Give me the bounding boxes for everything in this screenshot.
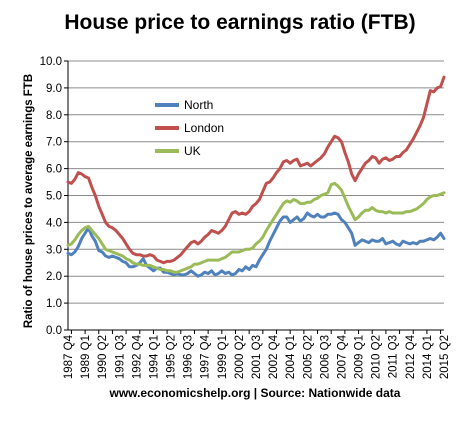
x-tick-label: 1987 Q4 [63,334,75,379]
x-tick-label: 1991 Q3 [114,335,126,379]
legend-label-london: London [184,121,224,135]
x-tick-label: 1989 Q1 [80,335,92,379]
source-note: www.economicshelp.org | Source: Nationwi… [109,386,401,400]
x-tick-label: 2001 Q3 [251,335,263,379]
x-tick-label: 2005 Q2 [302,335,314,379]
x-tick-label: 1997 Q4 [200,334,212,379]
legend-label-uk: UK [184,144,201,158]
y-tick-label: 3.0 [46,244,62,256]
y-tick-label: 9.0 [46,83,62,95]
x-tick-label: 1994 Q1 [148,335,160,379]
y-tick-label: 8.0 [46,110,62,122]
series-lines [66,75,446,278]
x-tick-label: 2012 Q4 [405,334,417,379]
y-axis-label: Ratio of house prices to average earning… [23,74,35,328]
x-tick-label: 1996 Q3 [183,335,195,379]
x-tick-label: 2000 Q2 [234,335,246,379]
x-tick-label: 2009 Q1 [354,335,366,379]
series-line-uk [66,181,446,274]
legend-label-north: North [184,98,213,112]
series-line-north [66,211,446,278]
x-tick-label: 2015 Q2 [439,335,451,379]
x-tick-label: 1995 Q2 [166,335,178,379]
series-line-london [66,75,446,265]
x-tick-labels: 1987 Q4 1989 Q1 1990 Q2 1991 Q3 1992 Q4 1994 … [63,334,451,379]
y-tick-label: 2.0 [46,271,62,283]
x-tick-label: 1992 Q4 [131,334,143,379]
x-tick-label: 2014 Q1 [422,335,434,379]
x-tick-label: 2002 Q4 [268,334,280,379]
y-tick-label: 7.0 [46,137,62,149]
y-tick-label: 0.0 [46,325,62,337]
x-tick-label: 2007 Q4 [336,334,348,379]
y-tick-label: 10.0 [40,56,62,68]
axes [64,60,444,334]
x-tick-label: 2004 Q1 [285,335,297,379]
x-tick-label: 1999 Q1 [217,335,229,379]
legend: North London UK [155,98,224,158]
y-tick-label: 6.0 [46,164,62,176]
y-tick-label: 1.0 [46,298,62,310]
y-tick-label: 4.0 [46,217,62,229]
y-tick-label: 5.0 [46,191,62,203]
x-tick-label: 2006 Q3 [319,335,331,379]
x-tick-label: 2011 Q3 [388,335,400,378]
x-tick-label: 1990 Q2 [97,335,109,379]
y-tick-labels: 0.0 1.0 2.0 3.0 4.0 5.0 6.0 7.0 8.0 9.0 10.0 [40,56,62,337]
x-tick-label: 2010 Q2 [371,335,383,379]
chart-title: House price to earnings ratio (FTB) [64,11,415,34]
